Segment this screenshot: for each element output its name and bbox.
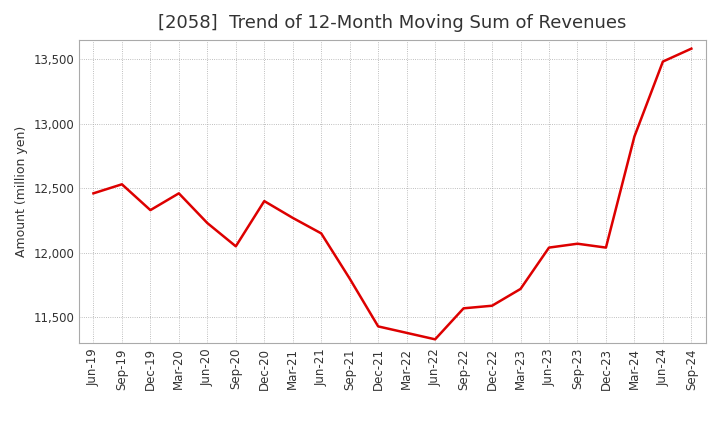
Title: [2058]  Trend of 12-Month Moving Sum of Revenues: [2058] Trend of 12-Month Moving Sum of R… [158, 15, 626, 33]
Y-axis label: Amount (million yen): Amount (million yen) [15, 126, 28, 257]
